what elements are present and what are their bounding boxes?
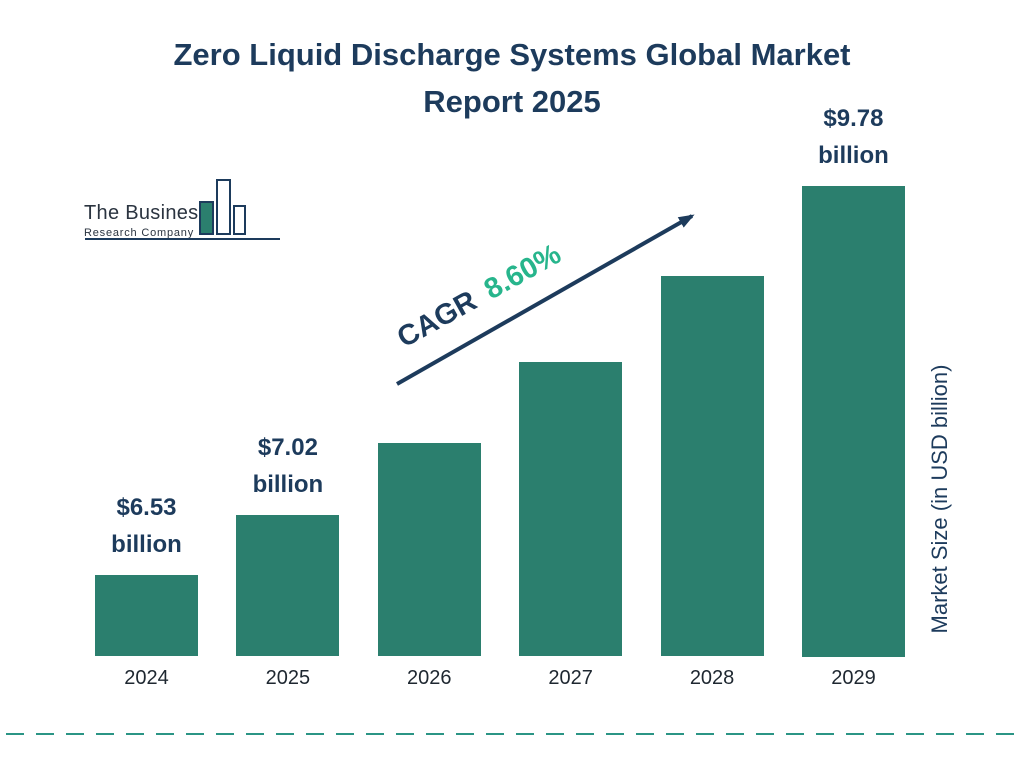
x-axis-label-2025: 2025 bbox=[265, 666, 311, 689]
bars: $6.53 billion 2024 $7.02 billion 2025 2026 2027… bbox=[95, 100, 905, 700]
bar-column-2029: $9.78 billion 2029 bbox=[801, 100, 905, 700]
bar-column-2024: $6.53 billion 2024 bbox=[95, 100, 198, 700]
x-axis-label-2026: 2026 bbox=[407, 666, 452, 689]
bar-column-2025: $7.02 billion 2025 bbox=[236, 100, 340, 700]
x-axis-label-2029: 2029 bbox=[831, 666, 876, 689]
bar-2027 bbox=[519, 362, 623, 656]
bar-value-label: $7.02 billion bbox=[252, 433, 324, 498]
bar-2024 bbox=[95, 575, 198, 656]
logo-text-secondary: Research Company bbox=[84, 227, 195, 239]
bar-value-label: $9.78 billion bbox=[818, 105, 889, 170]
page-title: Zero Liquid Discharge Systems Global Mar… bbox=[173, 37, 851, 119]
bottom-divider bbox=[6, 733, 1018, 735]
bar-2029 bbox=[801, 186, 905, 657]
y-axis-label: Market Size (in USD billion) bbox=[927, 364, 952, 634]
bar-2026 bbox=[377, 443, 481, 656]
bar-column-2028: 2028 bbox=[660, 100, 764, 700]
bar-2025 bbox=[236, 515, 340, 656]
logo: The Business Research Company bbox=[84, 202, 209, 239]
bar-column-2026: 2026 bbox=[377, 100, 481, 700]
bar-value-label: $6.53 billion bbox=[111, 493, 182, 558]
x-axis-label-2027: 2027 bbox=[548, 666, 593, 689]
x-axis-label-2028: 2028 bbox=[689, 666, 735, 689]
x-axis-label-2024: 2024 bbox=[124, 666, 169, 689]
bar-column-2027: 2027 bbox=[519, 100, 623, 700]
logo-bar-chart-icon bbox=[199, 179, 246, 235]
bar-2028 bbox=[660, 276, 764, 656]
logo-text-primary: The Business bbox=[84, 202, 209, 224]
logo-underline bbox=[85, 238, 280, 240]
